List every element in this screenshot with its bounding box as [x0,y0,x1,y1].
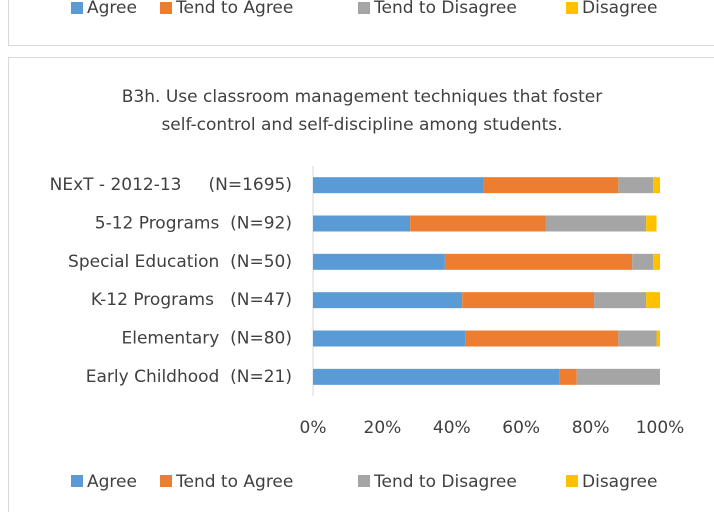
bar [313,368,560,385]
bar [559,368,577,385]
legend-swatch [160,475,172,487]
y-tick-label: Early Childhood (N=21) [86,367,292,387]
bar [313,292,463,309]
bar [313,330,466,347]
legend-label: Disagree [582,472,657,492]
legend-swatch [358,475,370,487]
legend-label: Tend to Disagree [373,472,517,492]
y-tick-label: K-12 Programs (N=47) [91,290,292,310]
bar [410,215,546,232]
legend-swatch [71,2,83,14]
bar [653,177,660,194]
legend-label: Tend to Agree [175,0,293,18]
top-panel-border [8,0,714,46]
x-tick-label: 100% [636,418,685,438]
bar [632,253,654,270]
y-tick-label: NExT - 2012-13 (N=1695) [50,175,292,195]
bar [618,330,657,347]
x-tick-label: 40% [433,418,471,438]
chart-title: self-control and self-discipline among s… [161,115,562,135]
bar [646,292,660,309]
x-tick-label: 20% [364,418,402,438]
x-tick-label: 0% [300,418,327,438]
legend-swatch [160,2,172,14]
bar [462,292,595,309]
bar [594,292,647,309]
y-tick-label: Special Education (N=50) [68,252,292,272]
legend-swatch [358,2,370,14]
legend-label: Tend to Disagree [373,0,517,18]
bar [653,253,660,270]
x-tick-label: 80% [572,418,610,438]
chart-title: B3h. Use classroom management techniques… [122,87,602,107]
legend-label: Agree [87,0,137,18]
legend-swatch [566,2,578,14]
x-tick-label: 60% [502,418,540,438]
legend-label: Tend to Agree [175,472,293,492]
bar [656,330,660,347]
bar [646,215,657,232]
panel-border [8,57,714,512]
bar [465,330,619,347]
legend-swatch [566,475,578,487]
bar [576,368,660,385]
bar [313,215,411,232]
bar [545,215,647,232]
bar [483,177,619,194]
bar [444,253,633,270]
legend-swatch [71,475,83,487]
legend-label: Disagree [582,0,657,18]
y-tick-label: 5-12 Programs (N=92) [95,214,292,234]
y-tick-label: Elementary (N=80) [121,329,292,349]
bar [313,253,445,270]
bar [313,177,484,194]
bar [618,177,654,194]
legend-label: Agree [87,472,137,492]
